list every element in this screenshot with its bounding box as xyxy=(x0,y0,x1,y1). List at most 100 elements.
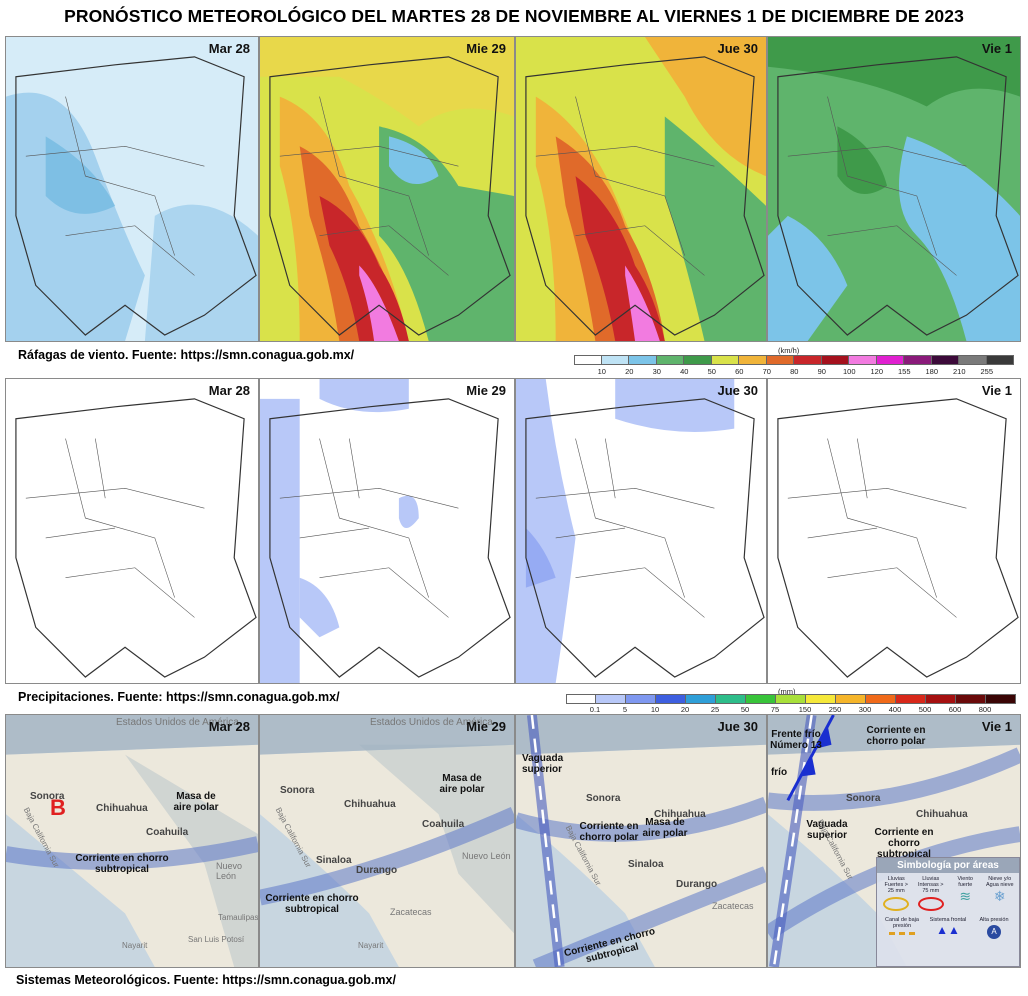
air-mass-label: Masa de aire polar xyxy=(439,773,485,795)
legend-tick-label: 400 xyxy=(888,705,902,714)
legend-swatch xyxy=(794,355,822,365)
day-label: Mie 29 xyxy=(466,383,506,398)
legend-swatch xyxy=(986,355,1014,365)
wind-legend-unit: (km/h) xyxy=(778,346,800,355)
snow-icon: ❄ xyxy=(993,888,1006,904)
wind-map-vie1: Vie 1 xyxy=(767,36,1021,342)
legend-swatch xyxy=(626,694,656,704)
systems-map-mar28: Estados Unidos de América Mar 28 B Sonor… xyxy=(5,714,259,968)
cold-front-label: Frente frío Número 13 xyxy=(770,729,822,751)
symbology-item: Alta presión A xyxy=(974,917,1014,940)
wind-map-mar28: Mar 28 xyxy=(5,36,259,342)
legend-swatch xyxy=(931,355,959,365)
jet-stream-label: Corriente en chorro polar xyxy=(579,821,639,843)
high-pressure-label: B xyxy=(50,795,66,820)
day-label: Vie 1 xyxy=(981,383,1012,398)
low-pressure-trough-icon xyxy=(889,932,915,940)
legend-tick-label: 50 xyxy=(740,705,750,714)
air-mass-label: Masa de aire polar xyxy=(173,791,219,813)
precip-legend-ticks: 0.1 5 10 20 25 50 75 150 250 300 400 500 600 800 xyxy=(580,705,1000,714)
state-label: Chihuahua xyxy=(916,809,968,820)
legend-tick-label: 155 xyxy=(897,367,911,376)
state-label: Sinaloa xyxy=(628,859,664,870)
legend-tick-label: 150 xyxy=(798,705,812,714)
legend-tick-label: 210 xyxy=(952,367,966,376)
symbology-item: Lluvias Fuertes > 25 mm xyxy=(881,876,911,911)
legend-tick-label: 30 xyxy=(652,367,661,376)
state-label: Coahuila xyxy=(146,827,189,838)
wind-color-legend xyxy=(574,355,1014,365)
systems-caption: Sistemas Meteorológicos. Fuente: https:/… xyxy=(16,973,396,987)
legend-tick-label: 180 xyxy=(925,367,938,376)
day-label: Mar 28 xyxy=(208,719,250,734)
legend-tick-label: 500 xyxy=(918,705,932,714)
precip-map-mar28: Mar 28 xyxy=(5,378,259,684)
state-label: Nuevo León xyxy=(216,861,243,881)
page-title: PRONÓSTICO METEOROLÓGICO DEL MARTES 28 D… xyxy=(64,6,964,26)
wind-icon: ≋ xyxy=(959,888,972,904)
day-label: Mie 29 xyxy=(466,41,506,56)
legend-tick-label: 10 xyxy=(650,705,660,714)
state-label: Chihuahua xyxy=(654,809,706,820)
state-label: Sonora xyxy=(30,791,65,802)
state-label: Chihuahua xyxy=(344,799,396,810)
day-label: Jue 30 xyxy=(717,41,758,56)
symbology-box: Simbología por áreas Lluvias Fuertes > 2… xyxy=(876,857,1020,967)
jet-stream-label: Corriente en chorro subtropical xyxy=(75,853,169,875)
legend-tick-label: 0.1 xyxy=(589,705,601,714)
legend-swatch xyxy=(986,694,1016,704)
legend-swatch xyxy=(959,355,987,365)
trough-label: Vaguada superior xyxy=(806,819,848,841)
legend-swatch xyxy=(711,355,739,365)
legend-swatch xyxy=(866,694,896,704)
precip-map-jue30: Jue 30 xyxy=(515,378,767,684)
legend-tick-label: 25 xyxy=(710,705,720,714)
day-label: Vie 1 xyxy=(981,41,1012,56)
legend-swatch xyxy=(926,694,956,704)
symbology-title: Simbología por áreas xyxy=(877,858,1019,873)
legend-tick-label: 600 xyxy=(948,705,962,714)
cold-front-label-fragment: frío xyxy=(770,767,788,778)
legend-tick-label: 50 xyxy=(707,367,716,376)
wind-map-jue30: Jue 30 xyxy=(515,36,767,342)
legend-tick-label: 300 xyxy=(858,705,872,714)
legend-tick-label: 75 xyxy=(770,705,780,714)
precip-map-vie1: Vie 1 xyxy=(767,378,1021,684)
legend-swatch xyxy=(716,694,746,704)
country-label: Estados Unidos de América xyxy=(116,717,239,728)
legend-swatch xyxy=(896,694,926,704)
precip-map-mie29: Mie 29 xyxy=(259,378,515,684)
legend-swatch xyxy=(821,355,849,365)
state-label: Sonora xyxy=(846,793,881,804)
legend-tick-label: 5 xyxy=(622,705,628,714)
state-label: Chihuahua xyxy=(96,803,148,814)
trough-label: Vaguada superior xyxy=(522,753,564,775)
legend-swatch xyxy=(574,355,602,365)
legend-swatch xyxy=(876,355,904,365)
frontal-system-icon: ▲▲ xyxy=(936,923,960,937)
state-label: Zacatecas xyxy=(390,907,432,917)
state-label: Nayarit xyxy=(122,941,148,950)
legend-swatch xyxy=(629,355,657,365)
legend-swatch xyxy=(776,694,806,704)
precip-color-legend xyxy=(566,694,1016,704)
intense-rain-icon xyxy=(917,897,944,911)
legend-tick-label: 20 xyxy=(625,367,634,376)
legend-swatch xyxy=(836,694,866,704)
precip-legend-unit: (mm) xyxy=(778,687,796,696)
legend-swatch xyxy=(656,355,684,365)
legend-swatch xyxy=(684,355,712,365)
legend-tick-label: 70 xyxy=(762,367,771,376)
state-label: Sonora xyxy=(586,793,621,804)
legend-swatch xyxy=(656,694,686,704)
legend-swatch xyxy=(746,694,776,704)
legend-tick-label: 250 xyxy=(828,705,842,714)
legend-swatch xyxy=(956,694,986,704)
symbology-item: Nieve y/o Agua nieve ❄ xyxy=(985,876,1014,904)
day-label: Mar 28 xyxy=(208,41,250,56)
air-mass-label: Masa de aire polar xyxy=(642,817,688,839)
legend-tick-label: 800 xyxy=(978,705,992,714)
legend-tick-label: 255 xyxy=(980,367,993,376)
jet-stream-label: Corriente en chorro subtropical xyxy=(265,893,359,915)
legend-tick-label: 10 xyxy=(597,367,606,376)
